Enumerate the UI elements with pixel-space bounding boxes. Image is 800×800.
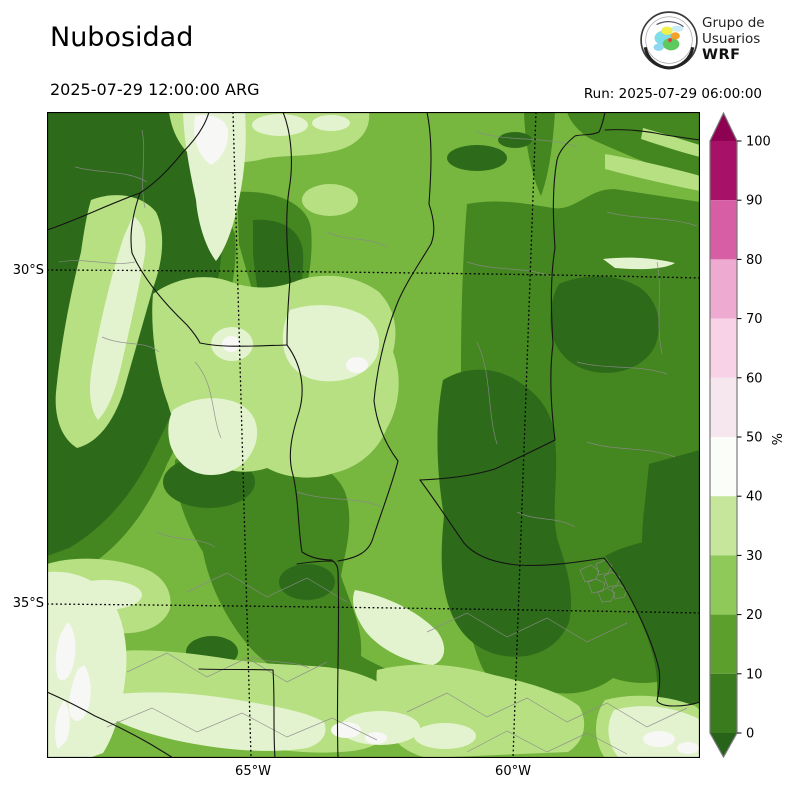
cbar-label-100: 100 <box>746 135 771 150</box>
logo-line-1: Grupo de <box>702 15 765 31</box>
colorbar-svg: 100 90 80 70 60 50 40 30 20 10 0 % <box>709 111 783 759</box>
colorbar: 100 90 80 70 60 50 40 30 20 10 0 % <box>704 106 800 768</box>
colorbar-segment-50-60 <box>710 377 737 437</box>
lat-tick-30s: 30°S <box>12 263 44 278</box>
run-time-label: Run: 2025-07-29 06:00:00 <box>583 86 762 102</box>
cbar-label-0: 0 <box>746 727 754 742</box>
cbar-label-30: 30 <box>746 549 763 564</box>
cloud-shading-pale <box>47 112 700 758</box>
cbar-label-80: 80 <box>746 253 763 268</box>
colorbar-segment-70-80 <box>710 259 737 319</box>
colorbar-unit-label: % <box>768 433 783 445</box>
gridline-30s <box>47 269 700 279</box>
cbar-label-70: 70 <box>746 312 763 327</box>
colorbar-segment-60-70 <box>710 318 737 378</box>
map-frame <box>47 112 700 758</box>
lon-tick-60w: 60°W <box>495 764 531 779</box>
logo-line-3: WRF <box>702 47 741 63</box>
colorbar-segment-30-40 <box>710 496 737 556</box>
map-panel <box>47 112 700 758</box>
cloud-cover-map <box>47 112 700 758</box>
wrf-users-group-logo <box>638 8 798 70</box>
cbar-label-90: 90 <box>746 194 763 209</box>
cbar-label-60: 60 <box>746 371 763 386</box>
colorbar-tickmarks <box>737 140 742 734</box>
cbar-label-50: 50 <box>746 431 763 446</box>
colorbar-segment-10-20 <box>710 614 737 674</box>
logo-text: Grupo de Usuarios WRF <box>702 15 765 63</box>
logo-emblem-icon <box>640 11 698 70</box>
colorbar-segment-40-50 <box>710 437 737 497</box>
colorbar-tick-labels: 100 90 80 70 60 50 40 30 20 10 0 <box>746 135 771 742</box>
department-boundaries <box>58 129 698 755</box>
gridline-65w <box>232 112 252 758</box>
colorbar-segment-20-30 <box>710 555 737 615</box>
page-title: Nubosidad <box>50 22 194 53</box>
latlon-gridlines <box>47 112 700 758</box>
valid-time-label: 2025-07-29 12:00:00 ARG <box>50 80 260 99</box>
cbar-label-20: 20 <box>746 608 763 623</box>
logo-line-2: Usuarios <box>702 31 761 47</box>
colorbar-segment-80-90 <box>710 200 737 260</box>
cbar-label-40: 40 <box>746 490 763 505</box>
colorbar-segment-0-10 <box>710 673 737 733</box>
colorbar-segment-90-100 <box>710 141 737 201</box>
colorbar-under-arrow <box>710 733 737 757</box>
cbar-label-10: 10 <box>746 667 763 682</box>
colorbar-over-arrow <box>710 113 737 141</box>
province-boundaries <box>47 112 700 758</box>
lat-tick-35s: 35°S <box>12 596 44 611</box>
lon-tick-65w: 65°W <box>235 764 271 779</box>
gridline-35s <box>47 603 700 614</box>
